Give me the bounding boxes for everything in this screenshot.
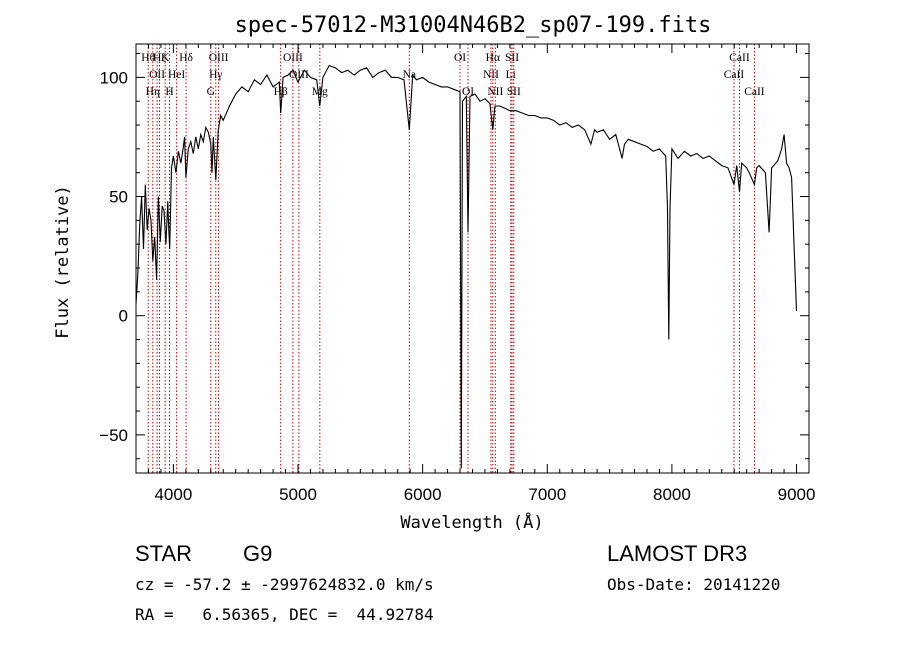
line-label-24: CaII — [724, 69, 745, 81]
line-label-2: OII — [149, 69, 165, 81]
line-label-17: OI — [462, 86, 474, 98]
x-tick-label: 4000 — [154, 485, 192, 504]
spectrum-series — [135, 64, 798, 469]
line-label-6: HeI — [168, 69, 185, 81]
y-axis-label: Flux (relative) — [53, 185, 73, 339]
x-axis: 4000 5000 6000 7000 8000 9000 — [135, 44, 816, 504]
y-tick-label: 100 — [100, 68, 128, 87]
y-tick-label: −50 — [99, 426, 128, 445]
line-label-1: Hη — [146, 86, 160, 98]
y-axis: −50 0 50 100 — [99, 53, 809, 460]
line-label-7: Hδ — [179, 52, 193, 64]
x-tick-label: 8000 — [653, 485, 691, 504]
x-tick-label: 7000 — [528, 485, 566, 504]
x-axis-label: Wavelength (Å) — [400, 511, 543, 533]
plot-frame — [135, 43, 810, 474]
chart-title: spec-57012-M31004N46B2_sp07-199.fits — [235, 13, 712, 38]
line-label-0: Hθ — [141, 52, 155, 64]
line-label-19: Hα — [486, 52, 500, 64]
y-tick-label: 0 — [119, 307, 128, 326]
line-label-3: Hζ — [153, 52, 166, 64]
x-tick-label: 5000 — [279, 485, 317, 504]
coordinates-line: RA = 6.56365, DEC = 44.92784 — [135, 605, 434, 624]
emission-line-markers: HθHηOIIHζKHHeIHδGHγOIIIHβOIIIOIIIMgNaOIO… — [141, 44, 765, 473]
subclass-label: G9 — [243, 541, 272, 566]
line-label-18: NII — [483, 69, 499, 81]
line-label-12: OIII — [283, 52, 303, 64]
y-tick-label: 50 — [109, 188, 128, 207]
line-label-10: OIII — [209, 52, 229, 64]
x-tick-label: 6000 — [404, 485, 442, 504]
x-tick-label: 9000 — [778, 485, 816, 504]
line-label-5: H — [165, 86, 173, 98]
line-label-4: K — [161, 52, 170, 64]
survey-label: LAMOST DR3 — [607, 541, 747, 566]
line-label-23: SII — [507, 86, 521, 98]
line-label-25: CaII — [729, 52, 750, 64]
line-label-14: Mg — [312, 86, 328, 98]
line-label-11: Hβ — [274, 86, 288, 98]
line-label-21: Li — [506, 69, 516, 81]
line-label-15: Na — [403, 69, 416, 81]
line-label-20: NII — [487, 86, 503, 98]
line-label-8: G — [207, 86, 215, 98]
line-label-16: OI — [454, 52, 466, 64]
line-label-9: Hγ — [209, 69, 222, 81]
spectrum-line — [135, 64, 798, 469]
line-label-22: SII — [505, 52, 519, 64]
obs-date: Obs-Date: 20141220 — [607, 575, 780, 594]
class-label: STAR — [135, 541, 192, 566]
redshift-line: cz = -57.2 ± -2997624832.0 km/s — [135, 575, 434, 594]
line-label-26: CaII — [744, 86, 765, 98]
